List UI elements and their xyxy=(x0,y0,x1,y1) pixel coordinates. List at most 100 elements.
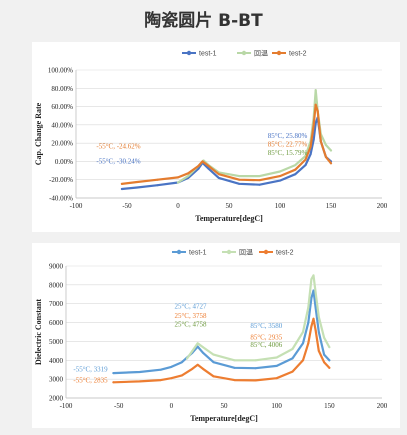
series-line-1 xyxy=(112,289,331,375)
dielectric-constant-chart: 2000 3000 4000 5000 6000 7000 8000 9000 -100 -50 0… xyxy=(34,248,388,424)
y-tick-label: 60.00% xyxy=(51,103,73,111)
data-annotation: 85°C, 3580 xyxy=(250,322,282,330)
data-point xyxy=(197,167,200,170)
data-point xyxy=(238,182,241,185)
data-point xyxy=(196,363,199,366)
data-point xyxy=(138,380,141,383)
legend-label: test-1 xyxy=(189,250,207,257)
data-point xyxy=(275,364,278,367)
data-point xyxy=(317,349,320,352)
data-point xyxy=(258,175,261,178)
legend-label: 回温 xyxy=(239,248,253,257)
x-tick-label: 0 xyxy=(170,402,174,410)
y-axis-title: Cap. Change Rate xyxy=(34,102,43,165)
data-annotation: -55°C, 3319 xyxy=(73,366,108,374)
data-point xyxy=(177,176,179,179)
x-tick-label: 50 xyxy=(221,402,229,410)
y-tick-label: 7000 xyxy=(49,300,64,308)
data-point xyxy=(307,342,310,345)
data-point xyxy=(307,306,310,309)
y-tick-label: 40.00% xyxy=(51,121,73,129)
y-tick-label: 4000 xyxy=(49,357,64,365)
data-point xyxy=(312,138,315,141)
data-annotation: 85°C, 25.80% xyxy=(268,132,308,140)
data-annotation: -55°C, -24.62% xyxy=(96,143,140,151)
data-point xyxy=(309,145,312,148)
data-point xyxy=(112,372,115,375)
data-point xyxy=(312,274,315,277)
data-point xyxy=(159,368,162,371)
x-tick-label: 150 xyxy=(324,402,335,410)
data-point xyxy=(309,153,312,156)
data-point xyxy=(207,167,210,170)
data-point xyxy=(314,122,317,125)
y-axis-title: Dielectric Constant xyxy=(34,299,43,365)
x-tick-label: 0 xyxy=(176,202,180,210)
y-tick-label: 0.00% xyxy=(55,158,73,166)
data-point xyxy=(136,181,139,183)
data-point xyxy=(304,158,307,161)
data-point xyxy=(120,188,123,191)
legend-label: test-2 xyxy=(289,51,307,58)
data-point xyxy=(201,160,204,163)
legend-marker xyxy=(186,50,192,56)
data-point xyxy=(197,165,200,167)
data-point xyxy=(212,353,215,356)
data-point xyxy=(196,345,199,348)
x-tick-label: 200 xyxy=(377,402,388,410)
data-point xyxy=(187,175,190,178)
data-point xyxy=(233,366,236,369)
data-point xyxy=(319,140,322,143)
dielectric-constant-chart-panel: 2000 3000 4000 5000 6000 7000 8000 9000 -100 -50 0… xyxy=(32,243,400,428)
data-point xyxy=(233,379,236,382)
data-point xyxy=(170,365,173,368)
data-point xyxy=(191,349,194,352)
data-point xyxy=(314,329,317,332)
data-point xyxy=(275,356,278,359)
data-point xyxy=(238,178,241,181)
data-point xyxy=(317,331,320,333)
data-point xyxy=(186,357,189,360)
data-point xyxy=(328,346,331,349)
data-point xyxy=(294,164,297,167)
data-point xyxy=(258,179,261,182)
data-point xyxy=(317,315,320,318)
x-tick-label: 150 xyxy=(326,202,337,210)
data-point xyxy=(310,325,313,328)
data-point xyxy=(180,361,183,364)
x-tick-label: 100 xyxy=(275,202,286,210)
series-line-2 xyxy=(176,88,333,184)
legend-marker xyxy=(263,249,269,255)
x-tick-label: -100 xyxy=(60,402,73,410)
data-point xyxy=(138,370,141,373)
data-point xyxy=(196,342,199,345)
data-point xyxy=(254,379,257,382)
x-tick-label: -50 xyxy=(114,402,124,410)
data-point xyxy=(324,143,327,146)
legend-label: 回温 xyxy=(254,49,268,58)
data-point xyxy=(207,165,210,167)
cap-change-rate-chart: -40.00% -20.00% 0.00% 20.00% 40.00% 60.00% 80.… xyxy=(34,49,388,224)
data-point xyxy=(217,176,220,179)
data-point xyxy=(279,179,281,182)
data-annotation: -55°C, 2835 xyxy=(73,377,108,385)
data-point xyxy=(191,367,194,370)
data-point xyxy=(294,173,297,176)
data-point xyxy=(314,89,317,92)
data-point xyxy=(217,173,220,176)
legend-marker xyxy=(276,50,282,56)
data-point xyxy=(112,381,115,384)
data-point xyxy=(212,375,215,378)
data-point xyxy=(212,361,215,364)
data-annotation: 85°C, 2935 xyxy=(250,334,282,342)
data-point xyxy=(120,182,123,185)
data-point xyxy=(294,168,297,171)
data-point xyxy=(275,377,278,380)
data-annotation: -55°C, -30.24% xyxy=(96,157,140,165)
y-tick-label: -40.00% xyxy=(49,195,73,203)
legend-marker xyxy=(226,249,232,255)
x-tick-label: -100 xyxy=(70,202,83,210)
legend-label: test-2 xyxy=(276,250,294,257)
data-point xyxy=(314,306,317,309)
data-point xyxy=(302,342,304,345)
